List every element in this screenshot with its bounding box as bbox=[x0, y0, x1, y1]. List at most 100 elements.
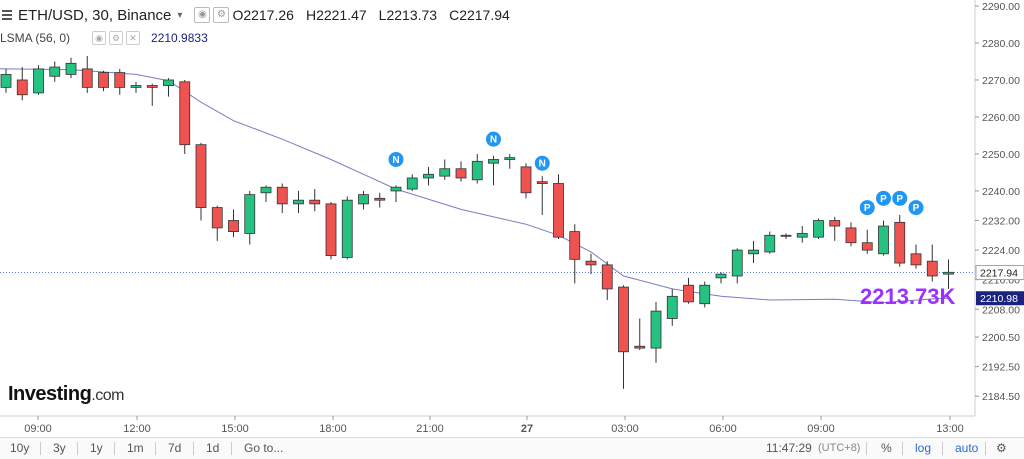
timezone-label[interactable]: (UTC+8) bbox=[818, 442, 861, 454]
indicator-value: 2210.9833 bbox=[151, 31, 208, 45]
price-overlay-label: 2213.73K bbox=[860, 284, 956, 309]
settings-icon[interactable]: ⚙ bbox=[109, 31, 124, 45]
event-marker bbox=[486, 131, 501, 147]
log-toggle[interactable]: log bbox=[915, 441, 932, 455]
candle-body bbox=[504, 157, 516, 160]
menu-icon[interactable] bbox=[2, 8, 12, 22]
candle-body bbox=[244, 194, 256, 234]
chart-header: ETH/USD, 30, Binance ▾ ◉ ⚙ O2217.26 H222… bbox=[0, 0, 522, 30]
percent-toggle[interactable]: % bbox=[881, 441, 892, 455]
event-marker bbox=[892, 190, 908, 206]
y-tick-label: 2184.50 bbox=[982, 391, 1020, 403]
y-tick-label: 2290.00 bbox=[982, 1, 1020, 13]
candle-body bbox=[325, 203, 337, 257]
candle-body bbox=[358, 194, 369, 205]
y-tick-label: 2240.00 bbox=[982, 186, 1020, 198]
event-marker-label: P bbox=[913, 203, 920, 214]
candle-body bbox=[536, 181, 548, 184]
settings-icon[interactable]: ⚙ bbox=[213, 7, 230, 23]
candle-body bbox=[455, 168, 467, 179]
candle-body bbox=[163, 79, 174, 86]
candle-body bbox=[601, 264, 613, 290]
y-tick-label: 2260.00 bbox=[982, 112, 1020, 124]
y-tick-label: 2280.00 bbox=[982, 38, 1020, 50]
candle-body bbox=[439, 168, 451, 177]
candle-body bbox=[943, 271, 954, 275]
candle-body bbox=[731, 249, 743, 277]
event-marker-label: N bbox=[539, 159, 546, 170]
candle-body bbox=[666, 295, 678, 319]
x-tick-label: 13:00 bbox=[936, 423, 964, 435]
x-tick-label: 09:00 bbox=[807, 423, 835, 435]
close-icon[interactable]: ✕ bbox=[126, 31, 141, 45]
eye-icon[interactable]: ◉ bbox=[194, 7, 211, 23]
eye-icon[interactable]: ◉ bbox=[92, 31, 107, 45]
y-tick-label: 2232.00 bbox=[982, 216, 1020, 228]
range-button-10y[interactable]: 10y bbox=[10, 441, 30, 455]
event-marker-label: P bbox=[896, 194, 903, 205]
lsma-line bbox=[0, 68, 949, 304]
y-tick-label: 2200.50 bbox=[982, 332, 1020, 344]
y-tick-label: 2208.00 bbox=[982, 304, 1020, 316]
candle-body bbox=[81, 68, 93, 88]
range-button-1m[interactable]: 1m bbox=[127, 441, 144, 455]
ohlc-low: L2213.73 bbox=[378, 7, 438, 23]
candle-body bbox=[341, 199, 353, 258]
chevron-down-icon[interactable]: ▾ bbox=[177, 9, 183, 21]
candle-body bbox=[195, 144, 207, 208]
candle-body bbox=[390, 186, 402, 192]
auto-toggle[interactable]: auto bbox=[955, 441, 979, 455]
event-marker-label: N bbox=[490, 135, 497, 146]
candle-body bbox=[146, 85, 158, 88]
candle-body bbox=[16, 79, 28, 96]
candle-body bbox=[33, 68, 44, 94]
candle-body bbox=[764, 234, 776, 253]
x-tick-label: 27 bbox=[521, 423, 533, 435]
price-chart[interactable]: 2184.502192.502200.502208.002216.002224.… bbox=[0, 0, 1024, 437]
event-marker bbox=[534, 155, 550, 171]
event-marker-label: N bbox=[392, 155, 399, 166]
x-tick-label: 03:00 bbox=[611, 423, 639, 435]
event-marker-label: P bbox=[880, 194, 887, 205]
x-tick-label: 21:00 bbox=[416, 423, 444, 435]
candle-body bbox=[276, 186, 288, 205]
event-marker bbox=[859, 200, 875, 216]
candle-body bbox=[228, 220, 239, 233]
candle-body bbox=[715, 273, 727, 279]
candle-body bbox=[374, 197, 386, 201]
y-tick-label: 2192.50 bbox=[982, 362, 1020, 374]
candle-body bbox=[65, 62, 77, 75]
event-marker-label: P bbox=[864, 203, 871, 214]
candle-body bbox=[260, 186, 272, 194]
candle-body bbox=[683, 284, 694, 303]
goto-button[interactable]: Go to... bbox=[244, 441, 284, 455]
candle-body bbox=[634, 345, 646, 349]
settings-icon[interactable]: ⚙ bbox=[996, 441, 1007, 455]
event-marker bbox=[876, 190, 891, 206]
candle-body bbox=[861, 242, 873, 251]
x-tick-label: 06:00 bbox=[709, 423, 737, 435]
candle-body bbox=[130, 85, 142, 88]
candle-body bbox=[423, 173, 434, 179]
candle-body bbox=[293, 199, 304, 205]
range-button-7d[interactable]: 7d bbox=[168, 441, 182, 455]
indicator-name[interactable]: LSMA (56, 0) bbox=[0, 31, 71, 45]
candle-body bbox=[699, 284, 711, 305]
range-button-3y[interactable]: 3y bbox=[53, 441, 66, 455]
x-tick-label: 09:00 bbox=[24, 423, 52, 435]
candle-body bbox=[845, 227, 857, 244]
candle-body bbox=[488, 159, 499, 164]
y-tick-label: 2250.00 bbox=[982, 149, 1020, 161]
candle-body bbox=[569, 231, 581, 260]
symbol-title[interactable]: ETH/USD, 30, Binance bbox=[18, 6, 172, 24]
candle-body bbox=[796, 233, 808, 238]
clock-time: 11:47:29 bbox=[766, 441, 812, 455]
candle-body bbox=[829, 220, 841, 227]
range-button-1y[interactable]: 1y bbox=[90, 441, 103, 455]
range-button-1d[interactable]: 1d bbox=[206, 441, 220, 455]
x-tick-label: 15:00 bbox=[221, 423, 249, 435]
x-tick-label: 18:00 bbox=[319, 423, 347, 435]
candle-body bbox=[894, 221, 906, 264]
event-marker bbox=[908, 200, 924, 216]
candle-body bbox=[49, 66, 61, 77]
